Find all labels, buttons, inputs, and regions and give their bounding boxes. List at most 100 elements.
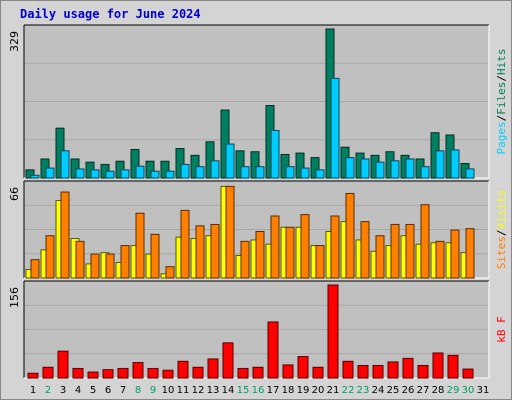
bar-hits-pages-day-21 (330, 77, 340, 179)
bar-kbytes-kb-f-day-21 (327, 284, 339, 379)
x-tick-label-day-17: 17 (267, 385, 280, 396)
bar-hits-files-day-1 (25, 169, 35, 179)
legend-sep2: / (495, 75, 508, 82)
bar-hits-pages-day-18 (285, 166, 295, 179)
x-tick-label-day-12: 12 (192, 385, 205, 396)
bar-kbytes-kb-f-day-3 (57, 350, 69, 379)
legend-sep1: / (495, 115, 508, 122)
x-tick-label-day-8: 8 (135, 385, 141, 396)
bar-visits-sites-day-24 (375, 235, 385, 279)
x-tick-label-day-6: 6 (105, 385, 111, 396)
bar-visits-sites-day-12 (195, 225, 205, 279)
bar-hits-files-day-9 (145, 160, 155, 179)
bar-kbytes-kb-f-day-22 (342, 360, 354, 379)
bar-hits-files-day-13 (205, 141, 215, 179)
bar-kbytes-kb-f-day-15 (237, 367, 249, 379)
bar-hits-pages-day-29 (450, 149, 460, 179)
bar-hits-files-day-20 (310, 157, 320, 179)
x-tick-label-day-13: 13 (207, 385, 220, 396)
bar-visits-sites-day-27 (420, 204, 430, 279)
x-tick-label-day-9: 9 (150, 385, 156, 396)
bar-kbytes-kb-f-day-25 (387, 361, 399, 379)
x-tick-label-day-3: 3 (60, 385, 66, 396)
bar-hits-pages-day-10 (165, 170, 175, 179)
bar-hits-pages-day-23 (360, 158, 370, 179)
bar-hits-pages-day-6 (105, 170, 115, 179)
legend-kbf: kB F (495, 316, 508, 343)
bar-hits-files-day-8 (130, 148, 140, 179)
x-tick-label-day-1: 1 (30, 385, 36, 396)
bar-hits-pages-day-8 (135, 165, 145, 179)
bar-hits-files-day-16 (250, 151, 260, 179)
legend-pages: Pages (495, 121, 508, 154)
bar-kbytes-kb-f-day-24 (372, 364, 384, 379)
panel-kbytes: 156 kB F (8, 280, 508, 379)
bar-kbytes-kb-f-day-6 (102, 369, 114, 379)
bar-kbytes-kb-f-day-12 (192, 366, 204, 379)
x-tick-label-day-24: 24 (372, 385, 385, 396)
bar-hits-pages-day-16 (255, 166, 265, 179)
panel-legend-kbytes: kB F (495, 316, 508, 343)
bar-hits-files-day-19 (295, 152, 305, 179)
bar-hits-files-day-15 (235, 150, 245, 179)
x-tick-label-day-30: 30 (462, 385, 475, 396)
bar-visits-sites-day-8 (135, 212, 145, 279)
bar-kbytes-kb-f-day-8 (132, 362, 144, 379)
bar-hits-pages-day-2 (45, 167, 55, 179)
bar-visits-sites-day-11 (180, 209, 190, 279)
bar-kbytes-kb-f-day-13 (207, 358, 219, 379)
bar-hits-pages-day-7 (120, 169, 130, 179)
legend-sites: Sites (495, 236, 508, 269)
bar-hits-pages-day-20 (315, 169, 325, 179)
bar-hits-pages-day-25 (390, 160, 400, 179)
bar-visits-sites-day-1 (30, 259, 40, 279)
bar-visits-sites-day-17 (270, 215, 280, 279)
bar-visits-sites-day-18 (285, 226, 295, 279)
bar-visits-sites-day-30 (465, 228, 475, 279)
bar-kbytes-kb-f-day-14 (222, 342, 234, 379)
bar-kbytes-kb-f-day-29 (447, 354, 459, 379)
x-tick-label-day-4: 4 (75, 385, 81, 396)
x-tick-label-day-31: 31 (477, 385, 490, 396)
legend-sep1: / (495, 230, 508, 237)
x-tick-label-day-28: 28 (432, 385, 445, 396)
bar-kbytes-kb-f-day-5 (87, 371, 99, 379)
x-tick-label-day-11: 11 (177, 385, 190, 396)
bar-hits-pages-day-9 (150, 170, 160, 179)
panel-visits: 66 Sites/Visits (8, 180, 508, 279)
bar-kbytes-kb-f-day-17 (267, 321, 279, 379)
bar-visits-sites-day-3 (60, 191, 70, 279)
x-tick-label-day-25: 25 (387, 385, 400, 396)
bar-kbytes-kb-f-day-7 (117, 367, 129, 379)
bar-kbytes-kb-f-day-11 (177, 360, 189, 379)
bar-visits-sites-day-22 (345, 192, 355, 279)
bar-hits-pages-day-13 (210, 160, 220, 179)
bar-visits-sites-day-26 (405, 223, 415, 279)
bar-kbytes-kb-f-day-23 (357, 364, 369, 379)
bar-kbytes-kb-f-day-16 (252, 366, 264, 379)
x-tick-label-day-20: 20 (312, 385, 325, 396)
bar-visits-sites-day-6 (105, 253, 115, 279)
bar-kbytes-kb-f-day-26 (402, 357, 414, 379)
bar-hits-pages-day-19 (300, 167, 310, 179)
legend-visits: Visits (495, 190, 508, 230)
bar-kbytes-kb-f-day-10 (162, 369, 174, 379)
bar-hits-pages-day-15 (240, 166, 250, 179)
bar-visits-sites-day-5 (90, 253, 100, 279)
x-tick-label-day-15: 15 (237, 385, 250, 396)
panel-legend-hits: Pages/Files/Hits (495, 49, 508, 155)
bar-visits-sites-day-29 (450, 229, 460, 279)
bar-hits-pages-day-1 (30, 174, 40, 179)
bar-visits-sites-day-21 (330, 215, 340, 279)
x-tick-label-day-27: 27 (417, 385, 430, 396)
bar-hits-pages-day-14 (225, 143, 235, 179)
bar-kbytes-kb-f-day-2 (42, 366, 54, 379)
bar-visits-sites-day-7 (120, 245, 130, 279)
bar-hits-pages-day-24 (375, 161, 385, 179)
x-axis-labels: 1 2 3 4 5 6 7 8 9 10 11 12 13 14 15 16 17 18 19 20 21 22 23 24 2… (30, 385, 490, 396)
bar-kbytes-kb-f-day-28 (432, 352, 444, 379)
bar-hits-pages-day-12 (195, 166, 205, 179)
bar-hits-pages-day-22 (345, 157, 355, 179)
bar-hits-pages-day-30 (465, 168, 475, 179)
